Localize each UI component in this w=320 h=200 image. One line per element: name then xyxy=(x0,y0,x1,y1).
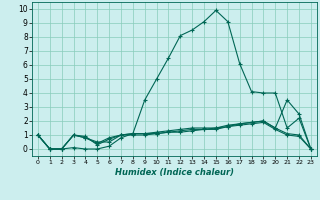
X-axis label: Humidex (Indice chaleur): Humidex (Indice chaleur) xyxy=(115,168,234,177)
